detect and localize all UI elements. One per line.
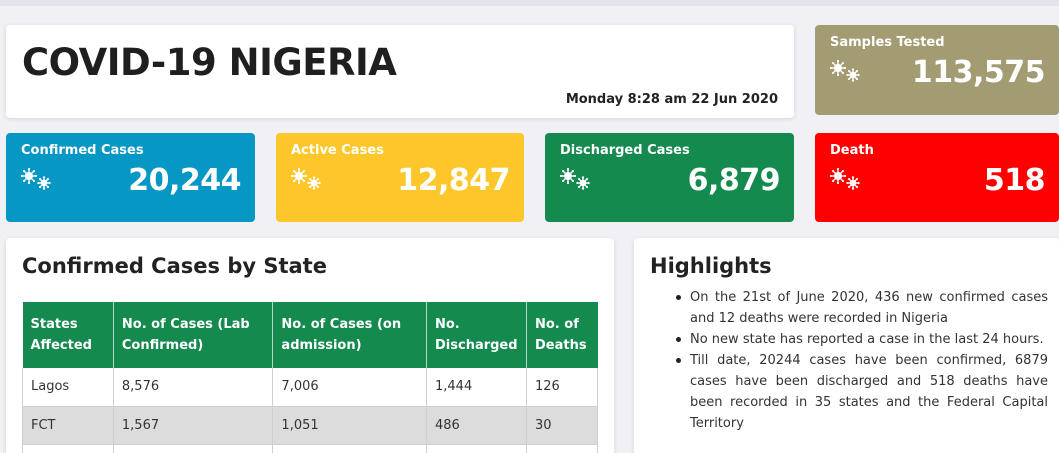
virus-icon bbox=[559, 167, 590, 190]
table-cell: 126 bbox=[526, 368, 599, 407]
column-header-on-admission: No. of Cases (on admission) bbox=[272, 302, 427, 368]
samples-tested-label: Samples Tested bbox=[830, 35, 945, 50]
virus-icon bbox=[829, 59, 860, 82]
table-cell: Lagos bbox=[22, 368, 114, 407]
table-row bbox=[22, 444, 599, 453]
top-strip bbox=[0, 0, 1059, 6]
list-item: No new state has reported a case in the … bbox=[676, 329, 1048, 350]
column-header-states: States Affected bbox=[22, 302, 114, 368]
active-cases-card: Active Cases 12,847 bbox=[276, 133, 524, 222]
title-card: COVID-19 NIGERIA Monday 8:28 am 22 Jun 2… bbox=[6, 25, 794, 118]
states-table-title: Confirmed Cases by State bbox=[22, 254, 327, 278]
states-table-card: Confirmed Cases by State States Affected… bbox=[6, 238, 614, 453]
column-header-discharged: No. Discharged bbox=[426, 302, 527, 368]
discharged-cases-value: 6,879 bbox=[687, 163, 781, 198]
column-header-deaths: No. of Deaths bbox=[526, 302, 598, 368]
table-row: Lagos 8,576 7,006 1,444 126 bbox=[22, 368, 599, 407]
confirmed-cases-label: Confirmed Cases bbox=[21, 143, 144, 158]
samples-tested-card: Samples Tested 113,575 bbox=[815, 25, 1059, 115]
death-value: 518 bbox=[983, 163, 1046, 198]
discharged-cases-label: Discharged Cases bbox=[560, 143, 690, 158]
virus-icon bbox=[20, 167, 51, 190]
table-cell: 30 bbox=[526, 406, 599, 445]
table-header-row: States Affected No. of Cases (Lab Confir… bbox=[22, 302, 598, 368]
table-cell: 8,576 bbox=[113, 368, 274, 407]
page-title: COVID-19 NIGERIA bbox=[22, 41, 397, 84]
table-cell: 1,567 bbox=[113, 406, 274, 445]
confirmed-cases-card: Confirmed Cases 20,244 bbox=[6, 133, 255, 222]
samples-tested-value: 113,575 bbox=[911, 55, 1046, 90]
date-time: Monday 8:28 am 22 Jun 2020 bbox=[565, 92, 778, 107]
list-item: Till date, 20244 cases have been confirm… bbox=[676, 350, 1048, 434]
table-cell: 7,006 bbox=[272, 368, 427, 407]
table-cell: FCT bbox=[22, 406, 114, 445]
virus-icon bbox=[829, 167, 860, 190]
table-cell: 1,444 bbox=[426, 368, 527, 407]
virus-icon bbox=[290, 167, 321, 190]
table-row: FCT 1,567 1,051 486 30 bbox=[22, 406, 599, 445]
highlights-card: Highlights On the 21st of June 2020, 436… bbox=[634, 238, 1059, 453]
table-cell: 486 bbox=[426, 406, 527, 445]
active-cases-value: 12,847 bbox=[397, 163, 510, 198]
death-label: Death bbox=[830, 143, 874, 158]
active-cases-label: Active Cases bbox=[291, 143, 384, 158]
highlights-list: On the 21st of June 2020, 436 new confir… bbox=[676, 287, 1048, 434]
confirmed-cases-value: 20,244 bbox=[128, 163, 241, 198]
states-table: States Affected No. of Cases (Lab Confir… bbox=[22, 302, 599, 453]
table-cell: 1,051 bbox=[272, 406, 427, 445]
discharged-cases-card: Discharged Cases 6,879 bbox=[545, 133, 794, 222]
death-card: Death 518 bbox=[815, 133, 1059, 222]
highlights-title: Highlights bbox=[650, 254, 772, 278]
column-header-lab-confirmed: No. of Cases (Lab Confirmed) bbox=[113, 302, 274, 368]
list-item: On the 21st of June 2020, 436 new confir… bbox=[676, 287, 1048, 329]
